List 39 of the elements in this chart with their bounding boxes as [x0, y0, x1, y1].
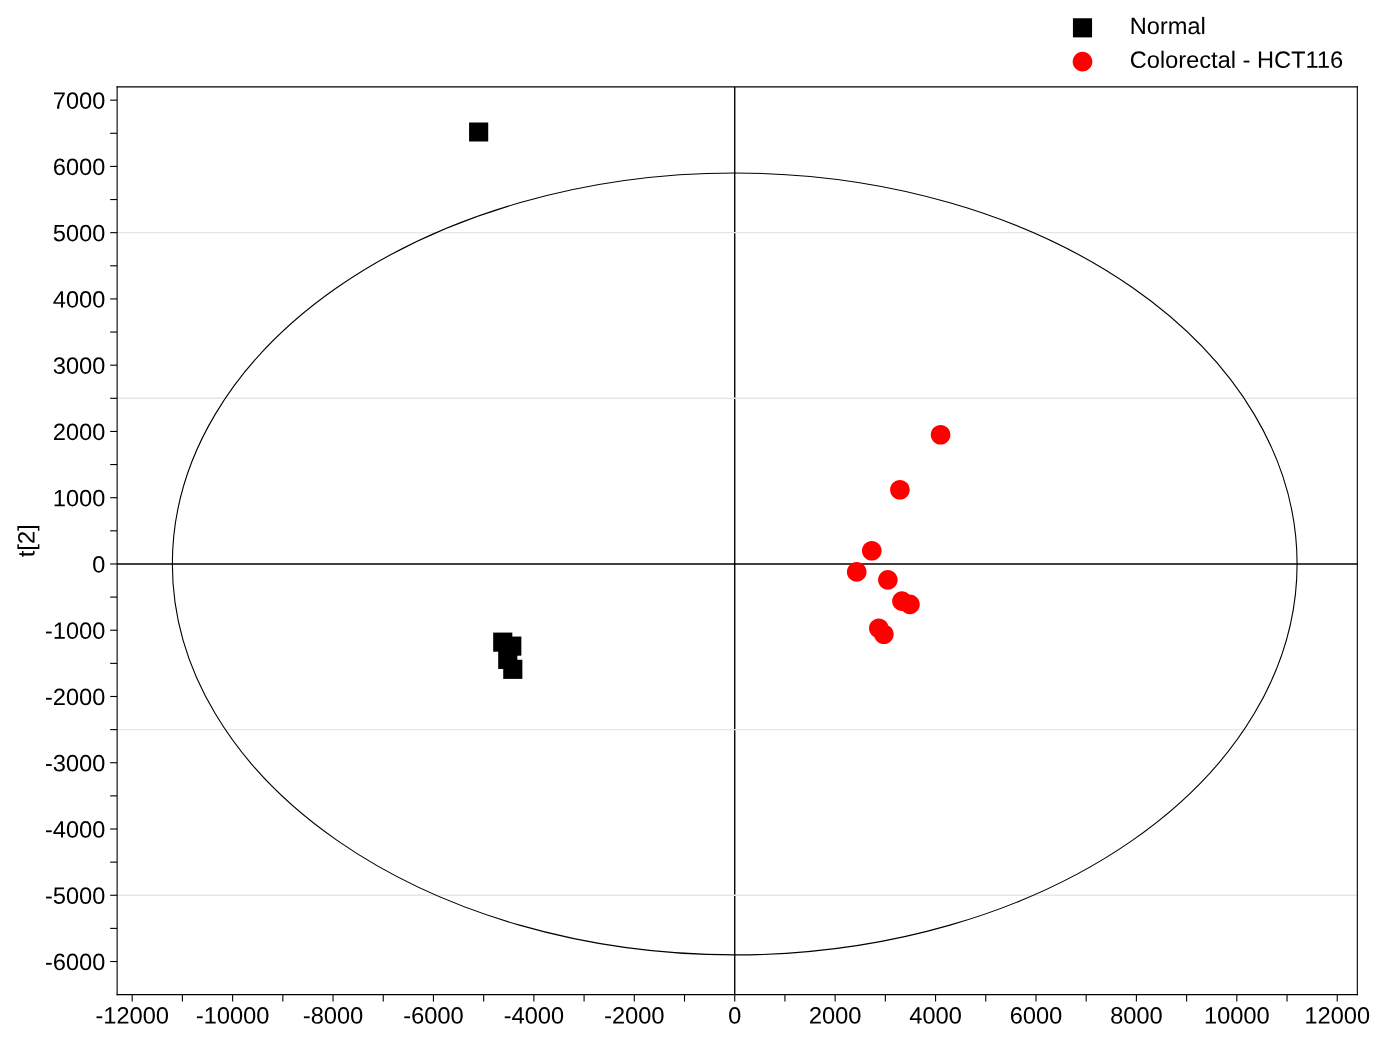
x-tick-label: 4000: [909, 1007, 961, 1024]
point: [878, 570, 898, 590]
x-tick-label: 0: [729, 1007, 741, 1024]
x-tick-label: -6000: [404, 1007, 463, 1024]
y-tick-label: -3000: [45, 754, 105, 772]
y-tick-label: 7000: [54, 92, 105, 109]
y-tick-label: -2000: [45, 688, 105, 706]
x-tick-label: -2000: [605, 1007, 664, 1024]
y-tick-label: -1000: [45, 622, 105, 640]
y-tick-label: -4000: [45, 821, 105, 838]
x-tick-label: -10000: [196, 1007, 269, 1024]
point: [861, 540, 882, 561]
x-tick-label: 2000: [810, 1007, 861, 1024]
x-tick-label: 10000: [1205, 1007, 1269, 1024]
x-tick-label: 6000: [1010, 1007, 1062, 1024]
point: [900, 594, 920, 615]
x-tick-label: -4000: [504, 1007, 564, 1024]
point: [930, 424, 951, 445]
x-tick-label: -8000: [303, 1007, 363, 1024]
point: [503, 659, 523, 679]
y-tick-label: 4000: [53, 291, 105, 308]
y-tick-label: 0: [93, 556, 105, 573]
y-tick-label: -5000: [45, 887, 105, 905]
legend-label: Normal: [1131, 16, 1205, 35]
point: [874, 624, 894, 645]
x-tick-label: 8000: [1111, 1007, 1162, 1024]
x-tick-label: -12000: [96, 1007, 169, 1024]
y-tick-label: 1000: [54, 489, 105, 507]
x-tick-label: 12000: [1306, 1007, 1370, 1024]
y-axis-title: t[2]: [17, 526, 40, 557]
point: [890, 479, 910, 500]
point: [469, 122, 489, 142]
y-tick-label: 3000: [53, 357, 105, 374]
y-tick-label: -6000: [45, 953, 105, 971]
y-tick-label: 2000: [53, 423, 105, 441]
y-tick-label: 5000: [53, 224, 105, 242]
legend-label: Colorectal - HCT116: [1130, 50, 1343, 69]
y-tick-label: 6000: [54, 158, 105, 176]
point: [846, 562, 867, 582]
